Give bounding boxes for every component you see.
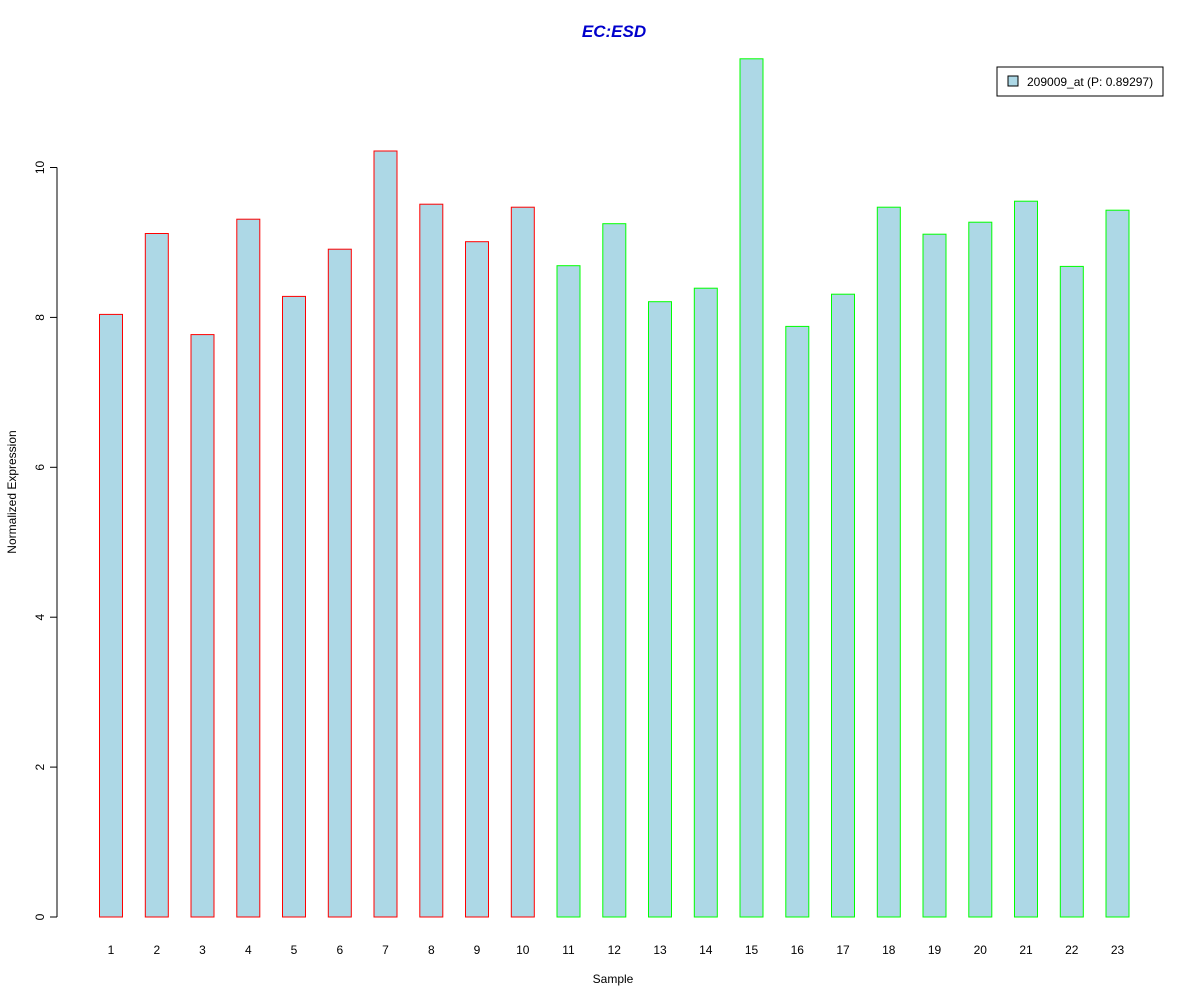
bars-group: [99, 58, 1130, 918]
x-tick-label: 18: [882, 943, 896, 957]
x-tick-label: 19: [928, 943, 942, 957]
bar-sample-17: [831, 293, 855, 918]
x-tick-label: 21: [1019, 943, 1033, 957]
x-tick-label: 16: [791, 943, 805, 957]
bar-sample-2: [144, 233, 169, 918]
x-axis-labels: 1 2 3 4 5 6 7 8 9 10 11 12 13 14 15 16 17 18 19 20 21 22 23: [108, 943, 1125, 957]
y-axis-title: Normalized Expression: [5, 430, 19, 553]
x-tick-label: 9: [474, 943, 481, 957]
x-tick-label: 6: [336, 943, 343, 957]
x-axis-title: Sample: [593, 972, 634, 986]
x-tick-label: 15: [745, 943, 759, 957]
legend: 209009_at (P: 0.89297): [996, 66, 1164, 97]
bar-sample-18: [876, 206, 901, 918]
x-tick-label: 23: [1111, 943, 1125, 957]
bar-sample-21: [1014, 200, 1038, 918]
y-tick-label: 2: [33, 763, 47, 770]
x-tick-label: 13: [653, 943, 667, 957]
bar-sample-8: [419, 203, 444, 918]
legend-box: [996, 66, 1164, 97]
x-tick-label: 3: [199, 943, 206, 957]
y-tick-label: 4: [33, 614, 47, 621]
bar-sample-13: [648, 301, 672, 918]
bar-sample-6: [327, 248, 352, 918]
bar-sample-7: [373, 150, 398, 918]
bar-sample-9: [465, 241, 489, 918]
bar-sample-1: [99, 313, 123, 918]
x-tick-label: 22: [1065, 943, 1079, 957]
bar-sample-3: [190, 334, 215, 918]
bar-sample-23: [1105, 209, 1130, 918]
x-tick-label: 11: [562, 943, 575, 957]
x-tick-label: 10: [516, 943, 530, 957]
x-tick-label: 12: [608, 943, 622, 957]
bar-sample-15: [739, 58, 764, 918]
x-tick-label: 20: [974, 943, 988, 957]
bar-sample-10: [510, 206, 535, 918]
bar-sample-12: [602, 223, 627, 918]
bar-sample-5: [282, 295, 306, 918]
x-tick-label: 1: [108, 943, 115, 957]
legend-label: 209009_at (P: 0.89297): [1027, 75, 1153, 89]
x-tick-label: 7: [382, 943, 389, 957]
bar-sample-11: [556, 265, 581, 918]
bar-sample-4: [236, 218, 261, 918]
legend-swatch: [1007, 75, 1019, 87]
x-tick-label: 4: [245, 943, 252, 957]
x-tick-label: 5: [291, 943, 298, 957]
x-tick-label: 2: [153, 943, 160, 957]
y-axis: 0 2 4 6 8 10: [33, 161, 58, 920]
y-tick-label: 10: [33, 161, 47, 175]
x-tick-label: 17: [836, 943, 850, 957]
bar-sample-19: [922, 233, 947, 918]
x-tick-label: 8: [428, 943, 435, 957]
chart-title: EC:ESD: [582, 22, 646, 41]
bar-sample-16: [785, 325, 810, 918]
bar-sample-22: [1059, 265, 1084, 918]
y-tick-label: 8: [33, 314, 47, 321]
bar-sample-14: [693, 287, 718, 918]
y-tick-label: 0: [33, 913, 47, 920]
y-tick-label: 6: [33, 464, 47, 471]
bar-sample-20: [968, 221, 993, 918]
x-tick-label: 14: [699, 943, 713, 957]
